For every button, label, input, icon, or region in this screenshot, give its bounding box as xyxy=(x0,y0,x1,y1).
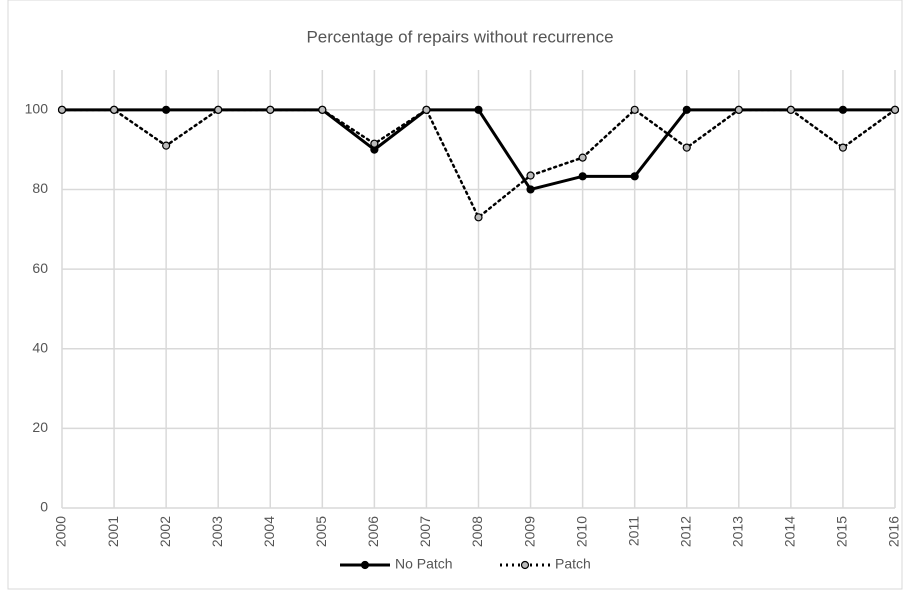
marker xyxy=(266,105,275,114)
marker xyxy=(578,172,587,181)
x-tick-label: 2014 xyxy=(782,516,798,547)
y-tick-label: 20 xyxy=(32,419,48,435)
x-tick-label: 2012 xyxy=(677,516,693,547)
marker xyxy=(318,105,327,114)
marker xyxy=(474,105,483,114)
marker xyxy=(474,213,483,222)
marker xyxy=(162,105,171,114)
x-tick-label: 2000 xyxy=(53,516,69,547)
marker xyxy=(162,141,171,150)
marker xyxy=(370,139,379,148)
y-tick-label: 100 xyxy=(25,101,49,117)
marker xyxy=(734,105,743,114)
marker xyxy=(890,105,900,114)
x-tick-label: 2003 xyxy=(209,516,225,547)
series-line xyxy=(60,107,897,220)
x-tick-label: 2002 xyxy=(157,516,173,547)
marker xyxy=(57,105,67,114)
x-tick-label: 2008 xyxy=(469,516,485,547)
marker xyxy=(422,105,431,114)
x-tick-label: 2010 xyxy=(573,516,589,547)
marker xyxy=(630,105,639,114)
x-tick-label: 2011 xyxy=(625,516,641,546)
x-tick-label: 2009 xyxy=(521,516,537,547)
marker xyxy=(682,105,691,114)
legend-label: No Patch xyxy=(395,556,453,572)
y-tick-label: 0 xyxy=(40,499,48,515)
marker xyxy=(838,105,848,114)
x-tick-label: 2001 xyxy=(105,516,121,547)
y-tick-label: 60 xyxy=(32,260,48,276)
chart-border xyxy=(7,0,903,590)
marker xyxy=(109,105,119,114)
x-tick-label: 2005 xyxy=(313,516,329,547)
legend-marker xyxy=(360,560,370,570)
chart-title: Percentage of repairs without recurrence xyxy=(306,27,613,46)
x-tick-label: 2013 xyxy=(730,516,746,547)
legend-label: Patch xyxy=(555,556,591,572)
marker xyxy=(526,171,535,180)
marker xyxy=(214,105,223,114)
legend-marker xyxy=(520,560,530,570)
marker xyxy=(578,153,587,162)
x-tick-label: 2004 xyxy=(261,516,277,547)
marker xyxy=(630,172,639,181)
y-tick-label: 40 xyxy=(32,339,48,355)
marker xyxy=(786,105,795,114)
x-tick-label: 2006 xyxy=(365,516,381,547)
y-tick-label: 80 xyxy=(32,180,48,196)
marker xyxy=(526,185,535,194)
x-tick-label: 2007 xyxy=(417,516,433,547)
marker xyxy=(682,143,691,152)
x-tick-label: 2015 xyxy=(834,516,850,547)
x-tick-label: 2016 xyxy=(886,516,902,547)
marker xyxy=(838,143,848,152)
